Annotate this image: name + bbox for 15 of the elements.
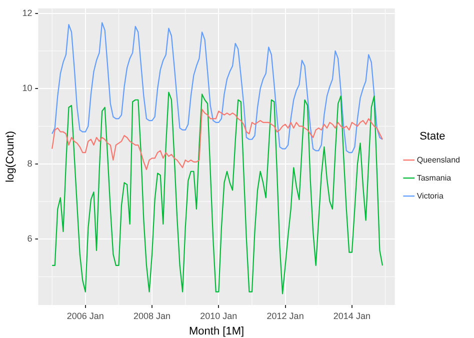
- y-tick-label: 8: [27, 158, 32, 168]
- x-tick-label: 2014 Jan: [333, 310, 370, 321]
- x-tick-label: 2012 Jan: [266, 310, 304, 321]
- y-tick-label: 12: [22, 8, 32, 18]
- legend-label: Victoria: [416, 191, 444, 200]
- y-tick-label: 10: [22, 83, 32, 94]
- x-tick-label: 2008 Jan: [134, 310, 171, 321]
- x-tick-label: 2010 Jan: [200, 310, 238, 321]
- y-tick-label: 6: [27, 234, 32, 244]
- legend-label: Queensland: [416, 155, 460, 164]
- x-axis-title: Month [1M]: [189, 325, 244, 338]
- y-axis-title: log(Count): [4, 131, 17, 182]
- x-tick-label: 2006 Jan: [66, 310, 104, 321]
- legend-title: State: [420, 130, 446, 142]
- legend-label: Tasmania: [416, 173, 452, 182]
